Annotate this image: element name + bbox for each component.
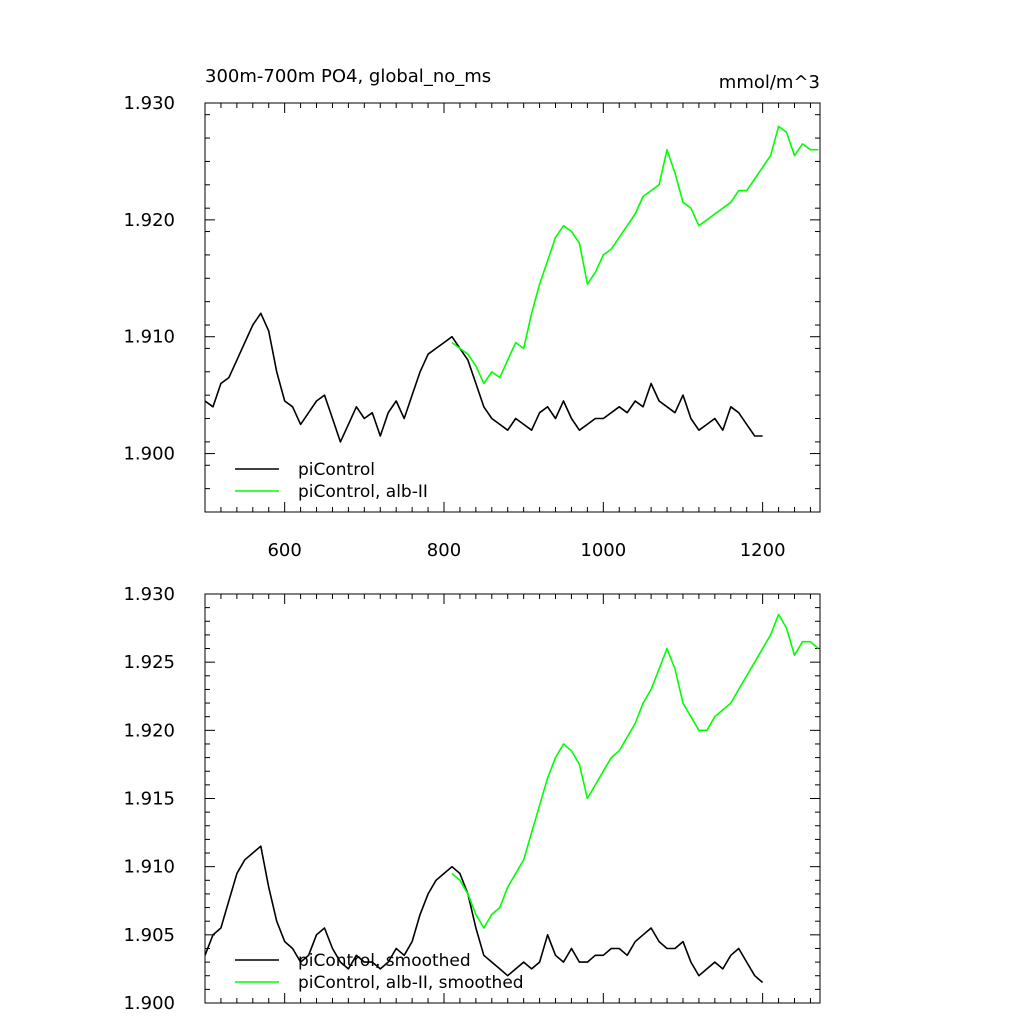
top-x-tick-label: 1200 (740, 540, 786, 561)
bottom-y-tick-label: 1.905 (123, 925, 175, 946)
top-y-tick-label: 1.900 (123, 444, 175, 465)
bottom-y-tick-label: 1.910 (123, 857, 175, 878)
chart-title: 300m-700m PO4, global_no_ms (205, 66, 491, 87)
top-legend-label: piControl, alb-II (298, 482, 428, 502)
top-y-tick-label: 1.910 (123, 327, 175, 348)
bottom-y-tick-label: 1.915 (123, 789, 175, 810)
top-y-tick-label: 1.920 (123, 210, 175, 231)
bottom-legend-label: piControl, smoothed (298, 951, 471, 971)
top-x-tick-label: 1000 (580, 540, 626, 561)
bottom-y-tick-label: 1.925 (123, 652, 175, 673)
units-label: mmol/m^3 (719, 72, 820, 93)
bottom-y-tick-label: 1.900 (123, 993, 175, 1014)
top-y-tick-label: 1.930 (123, 93, 175, 114)
top-x-tick-label: 800 (427, 540, 461, 561)
bottom-y-tick-label: 1.920 (123, 720, 175, 741)
bottom-legend-label: piControl, alb-II, smoothed (298, 973, 524, 993)
top-legend-label: piControl (298, 460, 375, 480)
top-x-tick-label: 600 (267, 540, 301, 561)
bottom-y-tick-label: 1.930 (123, 584, 175, 605)
